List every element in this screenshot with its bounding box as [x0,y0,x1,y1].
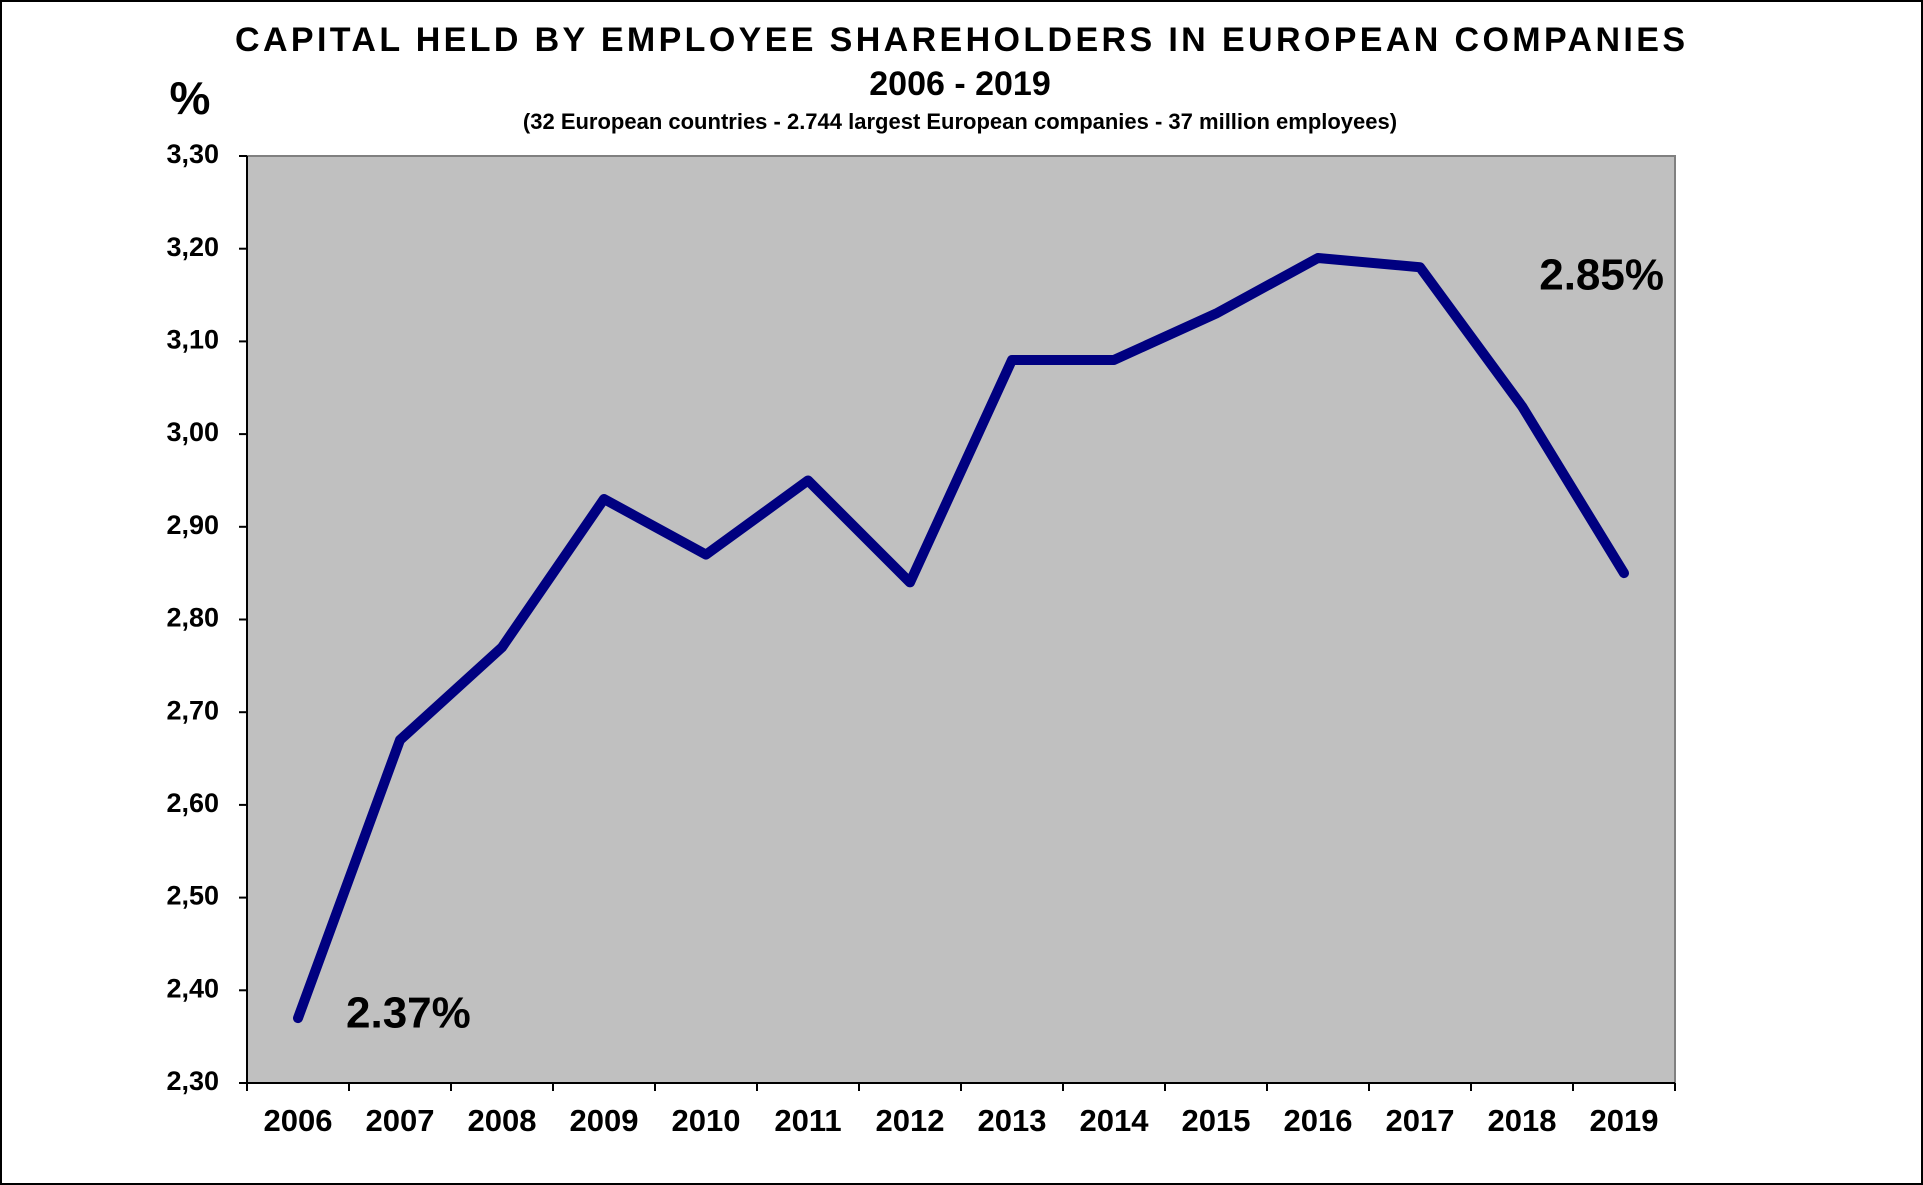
y-tick-label: 3,30 [166,139,219,169]
plot-area [246,155,1676,1084]
y-tick-label: 2,40 [166,973,219,1003]
x-tick-label: 2006 [264,1103,333,1138]
y-tick-label: 3,20 [166,232,219,262]
data-label: 2.85% [1539,251,1664,300]
x-tick-label: 2017 [1386,1103,1455,1138]
y-tick-label: 2,70 [166,695,219,725]
y-tick-label: 3,10 [166,325,219,355]
chart-title: CAPITAL HELD BY EMPLOYEE SHAREHOLDERS IN… [235,21,1685,59]
x-tick-label: 2012 [876,1103,945,1138]
x-tick-label: 2019 [1590,1103,1659,1138]
y-tick-label: 3,00 [166,417,219,447]
x-tick-label: 2014 [1080,1103,1150,1138]
x-tick-label: 2009 [570,1103,639,1138]
x-tick-label: 2011 [774,1103,841,1138]
x-tick-label: 2016 [1284,1103,1353,1138]
x-tick-label: 2008 [468,1103,537,1138]
line-series [293,252,1629,1024]
y-tick-label: 2,90 [166,510,219,540]
x-tick-label: 2015 [1182,1103,1251,1138]
x-tick-label: 2013 [978,1103,1047,1138]
y-axis-label: % [170,72,211,124]
x-tick-label: 2018 [1488,1103,1557,1138]
y-tick-label: 2,80 [166,603,219,633]
data-label: 2.37% [346,989,471,1038]
y-tick-label: 2,60 [166,788,219,818]
x-tick-label: 2010 [672,1103,741,1138]
chart-title-line2: 2006 - 2019 [869,65,1051,103]
y-tick-label: 2,50 [166,881,219,911]
chart-subtitle: (32 European countries - 2.744 largest E… [523,109,1397,134]
x-tick-label: 2007 [366,1103,435,1138]
y-tick-label: 2,30 [166,1066,219,1096]
